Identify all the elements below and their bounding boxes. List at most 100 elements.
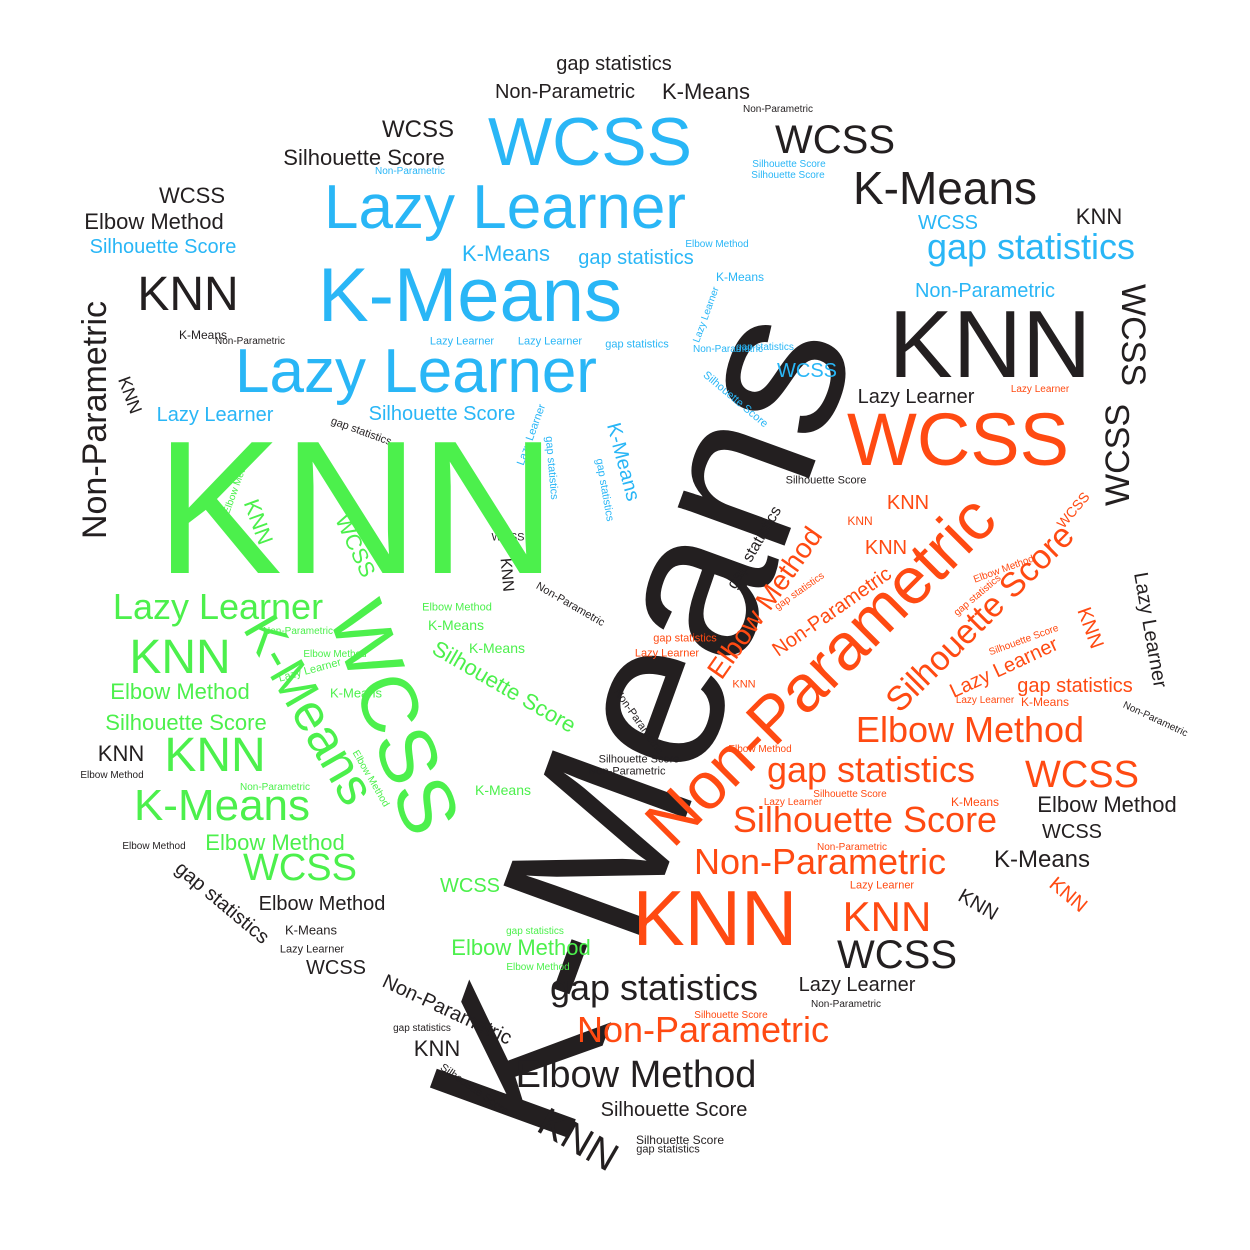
word-elbow-method: Elbow Method xyxy=(515,1054,757,1096)
word-silhouette-score: Silhouette Score xyxy=(105,710,267,735)
word-silhouette-score: Silhouette Score xyxy=(694,1010,768,1021)
word-non-parametric: Non-Parametric xyxy=(588,765,666,778)
word-knn: KNN xyxy=(1044,872,1092,918)
word-elbow-method: Elbow Method xyxy=(855,709,1085,750)
word-non-parametric: Non-Parametric xyxy=(262,626,334,637)
word-gap-statistics: gap statistics xyxy=(766,749,976,790)
word-knn: KNN xyxy=(954,884,1002,926)
word-k-means: K-Means xyxy=(950,795,1000,809)
word-elbow-method: Elbow Method xyxy=(122,841,186,852)
word-wcss: WCSS xyxy=(918,212,978,234)
word-silhouette-score: Silhouette Score xyxy=(600,1099,748,1121)
word-non-parametric: Non-Parametric xyxy=(914,280,1056,302)
word-k-means: K-Means xyxy=(474,782,532,798)
word-elbow-method: Elbow Method xyxy=(110,679,250,704)
word-knn: KNN xyxy=(886,492,930,514)
word-k-means: K-Means xyxy=(427,617,485,633)
word-knn: KNN xyxy=(842,893,932,940)
word-k-means: K-Means xyxy=(178,328,228,342)
word-elbow-method: Elbow Method xyxy=(685,239,749,250)
word-wcss: WCSS xyxy=(1025,754,1139,796)
word-k-means: K-Means xyxy=(284,922,338,938)
word-gap-statistics: gap statistics xyxy=(736,342,794,353)
word-gap-statistics: gap statistics xyxy=(636,1143,700,1156)
word-k-means: K-Means xyxy=(329,685,383,701)
word-silhouette-score: Silhouette Score xyxy=(598,753,680,766)
word-wcss: WCSS xyxy=(491,531,525,544)
word-elbow-method: Elbow Method xyxy=(80,770,144,781)
word-lazy-learner: Lazy Learner xyxy=(112,586,324,627)
word-wcss: WCSS xyxy=(440,875,500,897)
word-wcss: WCSS xyxy=(1099,404,1137,506)
word-non-parametric: Non-Parametric xyxy=(692,344,764,355)
word-gap-statistics: gap statistics xyxy=(653,632,717,645)
word-lazy-learner: Lazy Learner xyxy=(429,335,495,348)
word-knn: KNN xyxy=(137,268,239,321)
word-knn: KNN xyxy=(864,537,908,559)
word-lazy-learner: Lazy Learner xyxy=(763,797,823,808)
word-non-parametric: Non-Parametric xyxy=(742,104,814,115)
word-lazy-learner: Lazy Learner xyxy=(1010,384,1070,395)
word-k-means: K-Means xyxy=(317,253,623,338)
word-knn: KNN xyxy=(155,402,557,614)
word-gap-statistics: gap statistics xyxy=(1017,675,1133,697)
word-k-means: K-Means xyxy=(715,270,765,284)
word-knn: KNN xyxy=(129,631,231,684)
word-non-parametric: Non-Parametric xyxy=(810,999,882,1010)
word-wcss: WCSS xyxy=(243,847,357,889)
word-silhouette-score: Silhouette Score xyxy=(813,789,887,800)
word-wcss: WCSS xyxy=(159,183,225,208)
word-non-parametric: Non-Parametric xyxy=(76,300,114,540)
word-gap-statistics: gap statistics xyxy=(605,338,669,351)
word-silhouette-score: Silhouette Score xyxy=(752,159,826,170)
word-lazy-learner: Lazy Learner xyxy=(955,695,1015,706)
word-non-parametric: Non-Parametric xyxy=(214,336,286,347)
word-k-means: K-Means xyxy=(852,162,1038,214)
word-k-means: K-Means xyxy=(661,79,751,104)
word-knn: KNN xyxy=(413,1036,461,1061)
word-non-parametric: Non-Parametric xyxy=(693,841,947,882)
word-wcss: WCSS xyxy=(1114,284,1152,386)
word-silhouette-score: Silhouette Score xyxy=(732,799,998,840)
word-gap-statistics: gap statistics xyxy=(926,226,1136,267)
word-wcss: WCSS xyxy=(1042,821,1102,843)
word-k-means: K-Means xyxy=(133,781,311,830)
word-silhouette-score: Silhouette Score xyxy=(785,474,867,487)
word-k-means: K-Means xyxy=(1020,695,1070,709)
word-knn: KNN xyxy=(164,729,266,782)
word-wcss: WCSS xyxy=(837,933,957,977)
word-gap-statistics: gap statistics xyxy=(556,53,672,75)
word-lazy-learner: Lazy Learner xyxy=(156,404,274,426)
word-gap-statistics: gap statistics xyxy=(393,1023,451,1034)
word-k-means: K-Means xyxy=(461,241,551,266)
word-non-parametric: Non-Parametric xyxy=(576,1009,830,1050)
word-k-means: K-Means xyxy=(993,846,1091,873)
word-silhouette-score: Silhouette Score xyxy=(89,236,237,258)
word-knn: KNN xyxy=(888,291,1092,398)
word-lazy-learner: Lazy Learner xyxy=(798,974,916,996)
word-silhouette-score: Silhouette Score xyxy=(368,403,516,425)
word-k-means: K-Means xyxy=(468,640,526,656)
word-wcss: WCSS xyxy=(847,398,1069,481)
word-elbow-method: Elbow Method xyxy=(728,744,792,755)
word-silhouette-score: Silhouette Score xyxy=(283,145,445,170)
word-wcss: WCSS xyxy=(777,360,837,382)
word-silhouette-score: Silhouette Score xyxy=(635,1133,725,1147)
word-silhouette-score: Silhouette Score xyxy=(751,170,825,181)
word-elbow-method: Elbow Method xyxy=(422,601,492,614)
word-lazy-learner: Lazy Learner xyxy=(279,943,345,956)
word-knn: KNN xyxy=(97,741,145,766)
word-gap-statistics: gap statistics xyxy=(506,926,564,937)
word-elbow-method: Elbow Method xyxy=(205,830,345,855)
word-non-parametric: Non-Parametric xyxy=(494,81,636,103)
word-knn: KNN xyxy=(1075,204,1123,229)
word-lazy-learner: Lazy Learner xyxy=(1129,570,1171,690)
word-knn: KNN xyxy=(847,514,873,528)
word-lazy-learner: Lazy Learner xyxy=(634,647,700,660)
word-gap-statistics: gap statistics xyxy=(549,967,759,1008)
word-non-parametric: Non-Parametric xyxy=(816,842,888,853)
word-wcss: WCSS xyxy=(1053,488,1093,532)
word-wcss: WCSS xyxy=(488,104,692,180)
word-lazy-learner: Lazy Learner xyxy=(324,173,686,242)
